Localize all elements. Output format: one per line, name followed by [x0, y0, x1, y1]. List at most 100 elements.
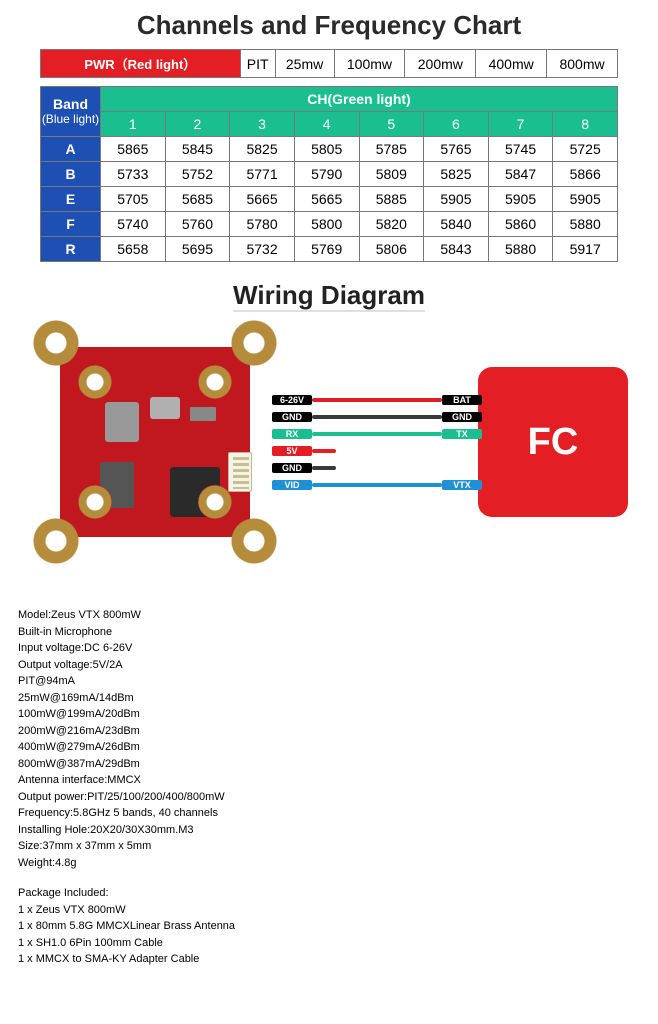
freq-value: 5905 [488, 187, 553, 212]
spec-line: 25mW@169mA/14dBm [18, 690, 640, 707]
freq-value: 5866 [553, 162, 618, 187]
freq-value: 5785 [359, 137, 424, 162]
band-row: F57405760578058005820584058605880 [41, 212, 618, 237]
fc-box: FC [478, 367, 628, 517]
pwr-level: PIT [240, 50, 275, 78]
pcb-hole [198, 365, 232, 399]
freq-value: 5825 [424, 162, 489, 187]
freq-value: 5880 [488, 237, 553, 262]
ch-num: 4 [294, 112, 359, 137]
band-row: B57335752577157905809582558475866 [41, 162, 618, 187]
spec-line: Output voltage:5V/2A [18, 657, 640, 674]
wire-row: VID VTX [272, 478, 482, 492]
freq-value: 5752 [165, 162, 230, 187]
band-label: Band [41, 97, 100, 112]
pcb-smd [190, 407, 216, 421]
freq-value: 5665 [230, 187, 295, 212]
freq-value: 5740 [101, 212, 166, 237]
freq-value: 5658 [101, 237, 166, 262]
pcb-board [60, 347, 250, 537]
pwr-level: 200mw [405, 50, 476, 78]
pcb-hole [198, 485, 232, 519]
freq-value: 5806 [359, 237, 424, 262]
freq-value: 5771 [230, 162, 295, 187]
wire-label-right: VTX [442, 480, 482, 490]
vtx-pcb [30, 317, 280, 567]
spec-line: Size:37mm x 37mm x 5mm [18, 838, 640, 855]
wire-row: RXTX [272, 427, 482, 441]
wire-label-right: GND [442, 412, 482, 422]
band-letter: R [41, 237, 101, 262]
ch-number-row: 1 2 3 4 5 6 7 8 [41, 112, 618, 137]
ch-num: 8 [553, 112, 618, 137]
freq-value: 5760 [165, 212, 230, 237]
spec-line: Weight:4.8g [18, 855, 640, 872]
wire-line [312, 466, 336, 470]
mount-hole [26, 511, 86, 571]
ch-num: 1 [101, 112, 166, 137]
band-row: E57055685566556655885590559055905 [41, 187, 618, 212]
wire-line [312, 483, 442, 487]
wire-line [312, 432, 442, 436]
band-letter: E [41, 187, 101, 212]
wire-row: 6-26VBAT [272, 393, 482, 407]
spec-line: Built-in Microphone [18, 624, 640, 641]
band-sublabel: (Blue light) [42, 112, 99, 126]
freq-value: 5825 [230, 137, 295, 162]
freq-value: 5732 [230, 237, 295, 262]
spec-line: PIT@94mA [18, 673, 640, 690]
freq-value: 5733 [101, 162, 166, 187]
freq-value: 5800 [294, 212, 359, 237]
band-row: A58655845582558055785576557455725 [41, 137, 618, 162]
wire-label-right: TX [442, 429, 482, 439]
freq-value: 5860 [488, 212, 553, 237]
freq-value: 5820 [359, 212, 424, 237]
package-line: 1 x MMCX to SMA-KY Adapter Cable [18, 951, 640, 968]
wiring-diagram: 6-26VBAT GNDGND RXTX 5V GND VID VTX FC [0, 317, 658, 567]
freq-value: 5840 [424, 212, 489, 237]
freq-value: 5685 [165, 187, 230, 212]
spec-line: Antenna interface:MMCX [18, 772, 640, 789]
wire-label-left: VID [272, 480, 312, 490]
ch-num: 7 [488, 112, 553, 137]
freq-value: 5917 [553, 237, 618, 262]
power-table: PWR（Red light） PIT 25mw 100mw 200mw 400m… [40, 49, 618, 78]
wire-row: 5V [272, 444, 482, 458]
spec-line: 400mW@279mA/26dBm [18, 739, 640, 756]
wire-row: GNDGND [272, 410, 482, 424]
package-header: Package Included: [18, 885, 640, 902]
wire-line [312, 398, 442, 402]
freq-value: 5845 [165, 137, 230, 162]
freq-value: 5905 [424, 187, 489, 212]
wiring-title: Wiring Diagram [0, 280, 658, 311]
pwr-level: 100mw [334, 50, 405, 78]
pwr-level: 800mw [547, 50, 618, 78]
freq-value: 5665 [294, 187, 359, 212]
band-letter: A [41, 137, 101, 162]
freq-value: 5843 [424, 237, 489, 262]
spec-line: Input voltage:DC 6-26V [18, 640, 640, 657]
wire-line [312, 415, 442, 419]
pcb-shield [105, 402, 139, 442]
band-header-cell: Band (Blue light) [41, 87, 101, 137]
freq-value: 5769 [294, 237, 359, 262]
spec-line: 200mW@216mA/23dBm [18, 723, 640, 740]
freq-value: 5885 [359, 187, 424, 212]
freq-value: 5805 [294, 137, 359, 162]
wire-line [312, 449, 336, 453]
freq-value: 5705 [101, 187, 166, 212]
ch-title-cell: CH(Green light) [101, 87, 618, 112]
wire-label-left: 6-26V [272, 395, 312, 405]
mount-hole [224, 313, 284, 373]
ch-num: 5 [359, 112, 424, 137]
spec-line: 100mW@199mA/20dBm [18, 706, 640, 723]
freq-value: 5725 [553, 137, 618, 162]
pcb-shield [150, 397, 180, 419]
ch-num: 6 [424, 112, 489, 137]
freq-table: Band (Blue light) CH(Green light) 1 2 3 … [40, 86, 618, 262]
ch-num: 2 [165, 112, 230, 137]
spec-line: Model:Zeus VTX 800mW [18, 607, 640, 624]
pcb-hole [78, 365, 112, 399]
spec-line: Installing Hole:20X20/30X30mm.M3 [18, 822, 640, 839]
freq-table-wrap: PWR（Red light） PIT 25mw 100mw 200mw 400m… [0, 49, 658, 262]
